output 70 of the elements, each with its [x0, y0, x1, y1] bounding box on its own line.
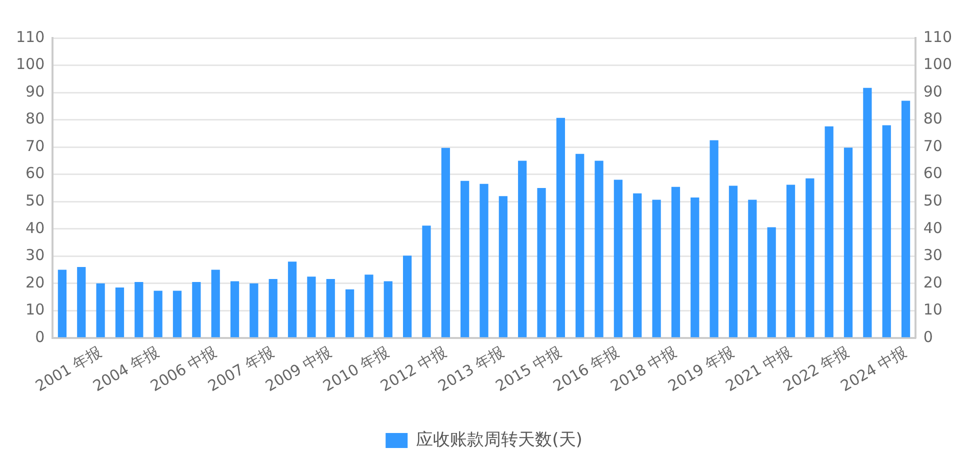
bar [748, 200, 757, 338]
bar [806, 178, 814, 338]
bar [172, 290, 182, 338]
y-tick-label: 50 [26, 191, 45, 210]
bar [844, 148, 853, 338]
y-tick-label: 110 [16, 28, 45, 46]
bar [480, 184, 488, 338]
bar [594, 160, 604, 338]
bar [307, 276, 316, 338]
y-tick-label: 10 [26, 300, 45, 319]
bar [901, 100, 910, 338]
y-tick-label: 0 [35, 328, 45, 346]
y2-tick-label: 0 [923, 328, 933, 346]
y2-tick-label: 80 [923, 110, 942, 128]
y-tick-label: 80 [26, 110, 45, 128]
bar [728, 186, 738, 338]
bar [614, 180, 623, 338]
bar [364, 274, 374, 338]
bar [192, 282, 201, 338]
y2-tick-label: 40 [923, 218, 942, 237]
y-tick-label: 90 [26, 82, 45, 100]
bar [403, 256, 412, 338]
y-tick-label: 40 [26, 218, 45, 237]
bar [690, 198, 700, 338]
bar [633, 193, 642, 338]
bar [882, 125, 891, 338]
y-tick-label: 60 [26, 164, 45, 182]
bar [96, 283, 105, 338]
bar [77, 267, 86, 338]
bar [230, 281, 240, 338]
bar [556, 118, 565, 338]
bar [288, 262, 297, 338]
y-tick-label: 30 [26, 246, 45, 264]
y-tick-label: 100 [16, 55, 45, 74]
bar [441, 148, 450, 338]
bar [576, 154, 584, 338]
y-tick-label: 20 [26, 273, 45, 292]
bar [154, 290, 162, 338]
y-tick-label: 70 [26, 136, 45, 155]
bar [824, 126, 834, 338]
bar [268, 279, 278, 338]
bar [250, 283, 258, 338]
bar [537, 188, 546, 338]
bar [134, 282, 144, 338]
y2-tick-label: 70 [923, 136, 942, 155]
bar [518, 160, 527, 338]
y2-tick-label: 30 [923, 246, 942, 264]
y2-tick-label: 90 [923, 82, 942, 100]
bar [460, 180, 470, 338]
bar [58, 270, 67, 338]
bar [652, 200, 661, 338]
y2-tick-label: 110 [923, 28, 952, 46]
bar [863, 88, 872, 338]
bar [211, 270, 220, 338]
y2-tick-label: 100 [923, 55, 952, 74]
bar [345, 289, 354, 338]
y2-tick-label: 20 [923, 273, 942, 292]
bar [671, 186, 680, 338]
y2-tick-label: 60 [923, 164, 942, 182]
bar [422, 226, 431, 338]
bar [710, 140, 718, 338]
bar [767, 227, 776, 338]
bar [498, 196, 508, 338]
legend-label: 应收账款周转天数(天) [416, 430, 582, 450]
bar [384, 281, 392, 338]
bar [786, 184, 796, 338]
bar [326, 279, 335, 338]
bar [115, 287, 124, 338]
y2-tick-label: 50 [923, 191, 942, 210]
y2-tick-label: 10 [923, 300, 942, 319]
